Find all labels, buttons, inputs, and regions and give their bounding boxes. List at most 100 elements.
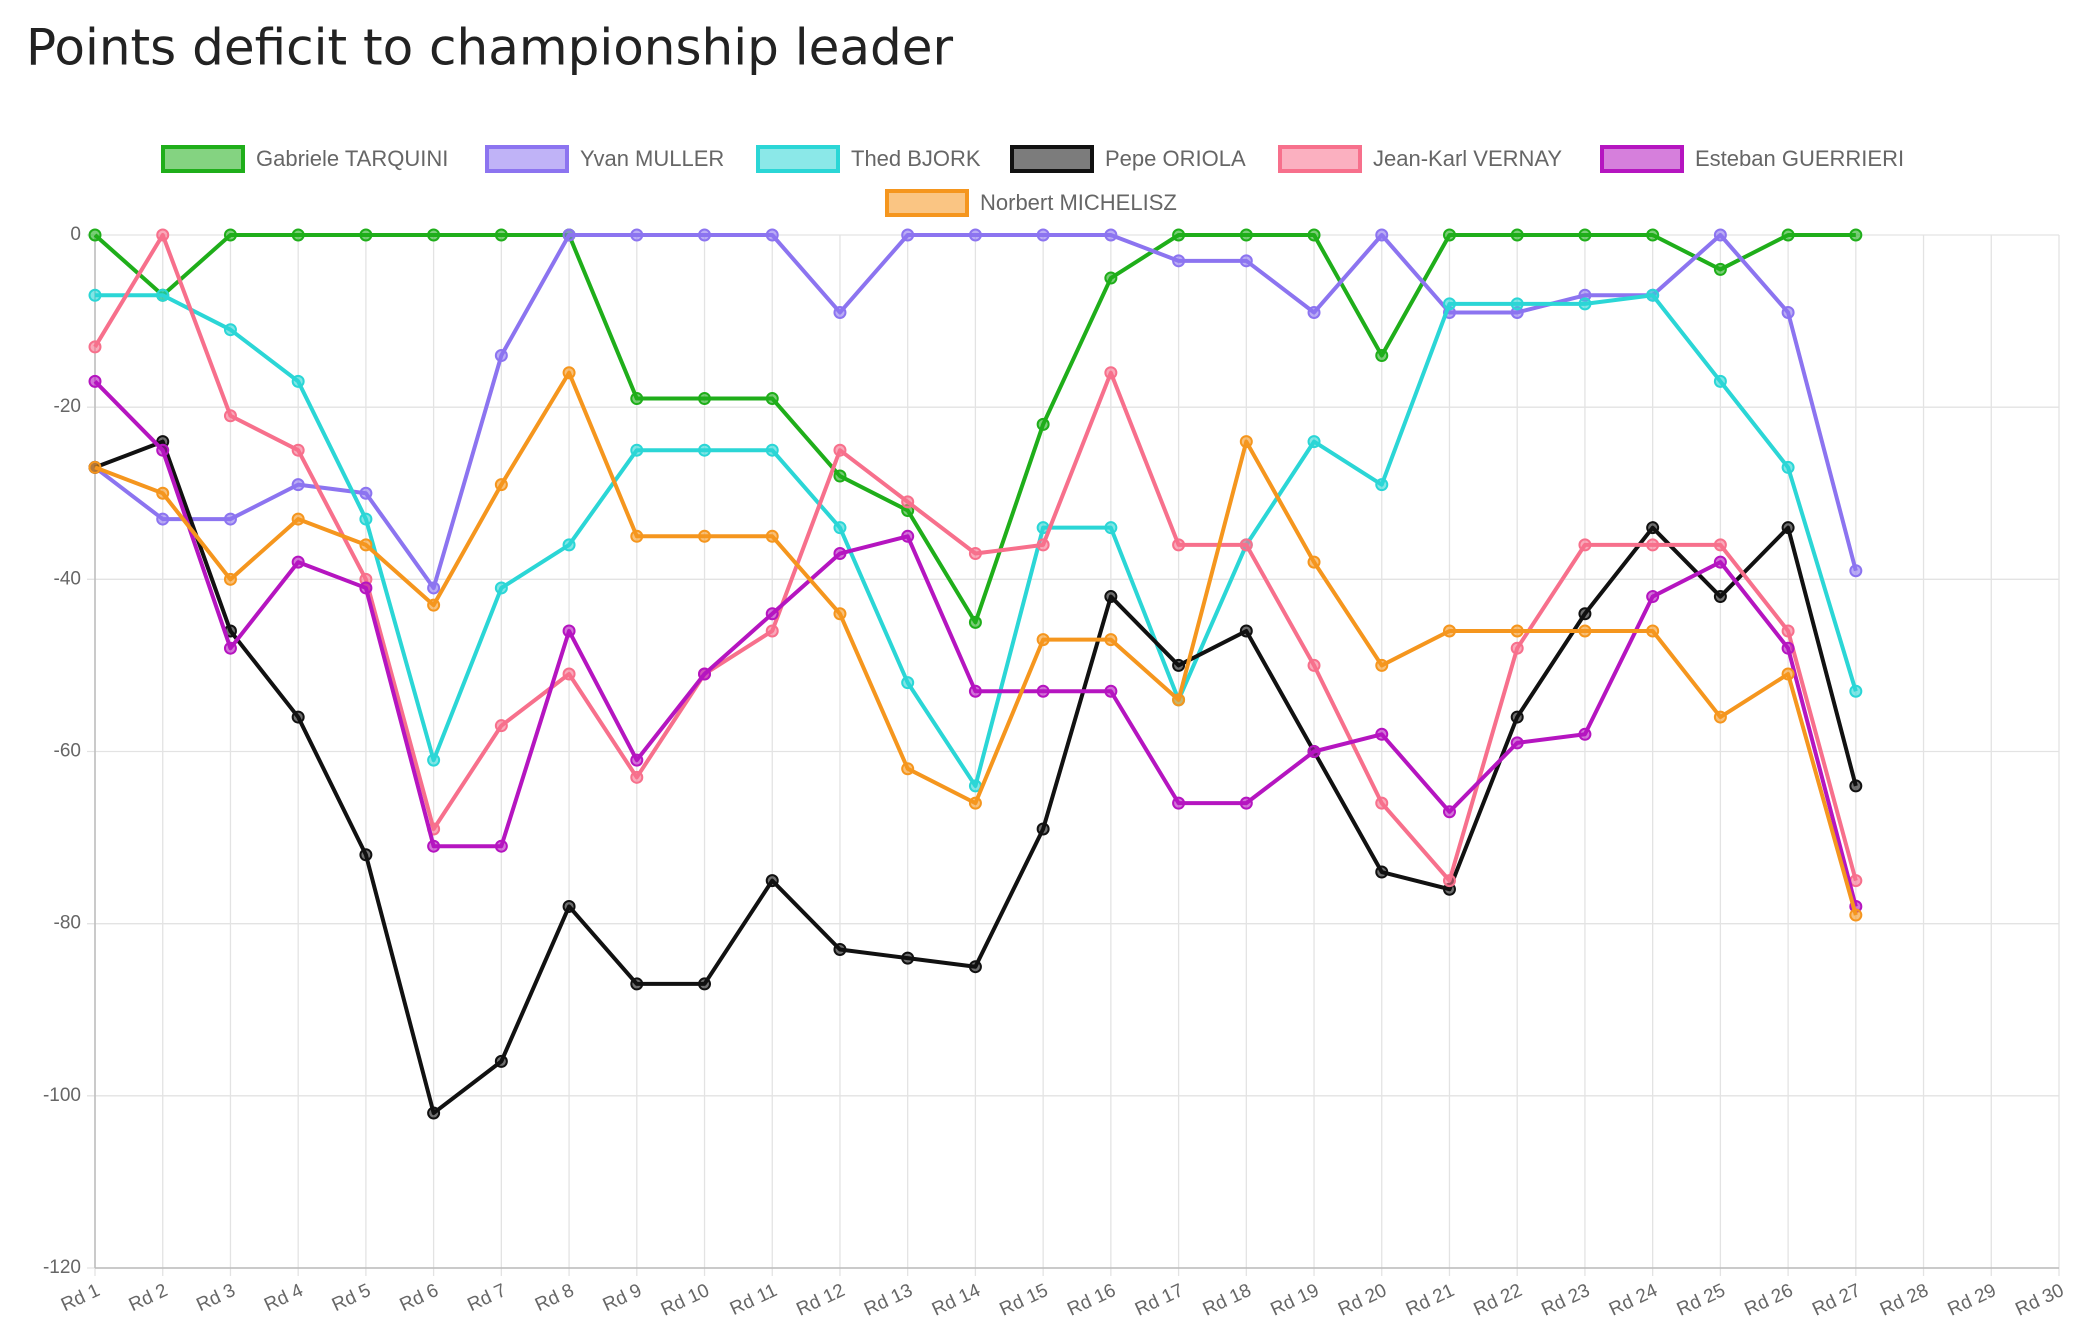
data-point [1375, 796, 1389, 810]
data-point [1307, 435, 1321, 449]
data-point [223, 323, 237, 337]
data-point [1442, 874, 1456, 888]
data-point [1442, 297, 1456, 311]
y-tick-label: -120 [43, 1257, 81, 1278]
data-point [765, 443, 779, 457]
data-point [1104, 633, 1118, 647]
legend-swatch [1010, 145, 1094, 173]
data-point [1172, 228, 1186, 242]
x-tick-label: Rd 12 [793, 1280, 848, 1320]
data-point [1375, 658, 1389, 672]
data-point [1442, 624, 1456, 638]
data-point [698, 667, 712, 681]
data-point [1849, 779, 1863, 793]
data-point [1036, 633, 1050, 647]
data-point [1646, 228, 1660, 242]
data-point [968, 796, 982, 810]
data-point [630, 392, 644, 406]
data-point [1036, 228, 1050, 242]
data-point [1172, 538, 1186, 552]
data-point [562, 624, 576, 638]
x-tick-label: Rd 24 [1606, 1280, 1661, 1321]
x-tick-label: Rd 5 [329, 1280, 374, 1316]
data-point [1104, 228, 1118, 242]
data-point [1849, 564, 1863, 578]
data-point [833, 443, 847, 457]
x-tick-label: Rd 20 [1335, 1280, 1390, 1320]
data-point [901, 676, 915, 690]
x-tick-label: Rd 15 [997, 1280, 1052, 1320]
legend-label: Jean-Karl VERNAY [1373, 146, 1562, 171]
data-point [1104, 684, 1118, 698]
data-point [359, 848, 373, 862]
data-point [1239, 796, 1253, 810]
legend-label: Yvan MULLER [580, 146, 724, 171]
x-tick-label: Rd 21 [1403, 1280, 1458, 1320]
data-point [968, 960, 982, 974]
data-point [1307, 658, 1321, 672]
data-point [1510, 624, 1524, 638]
data-point [494, 719, 508, 733]
x-tick-label: Rd 16 [1064, 1280, 1119, 1320]
x-tick-label: Rd 28 [1877, 1280, 1932, 1320]
data-point [359, 581, 373, 595]
data-point [88, 228, 102, 242]
data-point [1104, 590, 1118, 604]
data-point [1713, 538, 1727, 552]
data-point [833, 469, 847, 483]
data-point [1646, 590, 1660, 604]
x-tick-label: Rd 8 [532, 1280, 577, 1316]
data-point [223, 228, 237, 242]
data-point [630, 770, 644, 784]
data-point [1646, 538, 1660, 552]
data-point [1510, 228, 1524, 242]
data-point [88, 288, 102, 302]
data-point [1713, 590, 1727, 604]
data-point [1510, 641, 1524, 655]
data-point [562, 899, 576, 913]
data-point [1578, 607, 1592, 621]
data-point [765, 624, 779, 638]
data-point [1172, 693, 1186, 707]
data-point [901, 495, 915, 509]
x-tick-label: Rd 23 [1538, 1280, 1593, 1320]
data-point [427, 753, 441, 767]
data-point [630, 529, 644, 543]
data-point [359, 538, 373, 552]
y-tick-label: -60 [54, 741, 81, 762]
data-point [1375, 727, 1389, 741]
x-tick-label: Rd 7 [464, 1280, 509, 1316]
data-point [765, 607, 779, 621]
data-point [1239, 228, 1253, 242]
data-point [1646, 288, 1660, 302]
data-point [1442, 805, 1456, 819]
data-point [1375, 228, 1389, 242]
legend-swatch [756, 145, 840, 173]
data-point [427, 839, 441, 853]
data-point [1781, 641, 1795, 655]
data-point [1713, 555, 1727, 569]
data-point [1036, 417, 1050, 431]
data-point [1239, 254, 1253, 268]
y-tick-label: -20 [54, 396, 81, 417]
legend-swatch [1600, 145, 1684, 173]
y-tick-label: -80 [54, 913, 81, 934]
data-point [765, 228, 779, 242]
data-point [1713, 374, 1727, 388]
x-tick-label: Rd 17 [1132, 1280, 1187, 1320]
data-point [359, 228, 373, 242]
data-point [901, 529, 915, 543]
data-point [833, 607, 847, 621]
data-point [1781, 460, 1795, 474]
data-point [427, 598, 441, 612]
x-tick-label: Rd 11 [727, 1280, 781, 1320]
data-point [698, 443, 712, 457]
data-point [156, 443, 170, 457]
y-tick-label: -100 [43, 1085, 81, 1106]
data-point [1036, 822, 1050, 836]
data-point [494, 1054, 508, 1068]
data-point [1578, 297, 1592, 311]
data-point [494, 581, 508, 595]
data-point [1510, 297, 1524, 311]
data-point [562, 667, 576, 681]
